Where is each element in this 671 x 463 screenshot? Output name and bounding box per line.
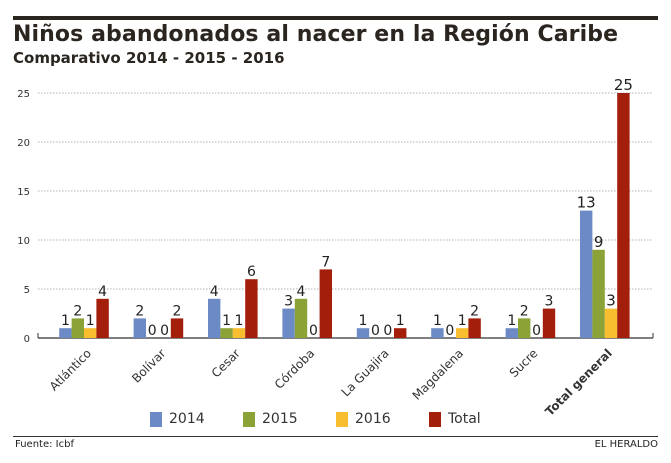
data-label: 9 — [594, 233, 604, 251]
x-tick-label: La Guajira — [339, 346, 392, 399]
bar-2014 — [133, 318, 146, 338]
bar-2014 — [59, 328, 72, 338]
y-tick-label: 20 — [17, 138, 30, 149]
legend-label: 2014 — [169, 411, 205, 427]
legend-swatch — [336, 411, 348, 427]
data-label: 2 — [73, 303, 82, 319]
data-label: 3 — [606, 292, 616, 310]
source-note: Fuente: Icbf — [15, 439, 74, 450]
data-label: 6 — [247, 264, 256, 280]
y-tick-label: 10 — [17, 236, 30, 247]
x-tick-label: Atlántico — [47, 346, 94, 393]
data-label: 0 — [532, 323, 541, 339]
data-label: 13 — [577, 194, 596, 212]
y-tick-label: 25 — [17, 89, 30, 100]
bar-2015 — [294, 298, 308, 338]
bar-2015 — [220, 328, 233, 338]
bar-total — [96, 298, 109, 338]
y-tick-label: 0 — [24, 334, 30, 345]
x-tick-label: Total general — [542, 346, 614, 418]
legend-label: 2016 — [355, 411, 391, 427]
legend-item: 2014 — [150, 411, 243, 427]
bar-total — [245, 279, 258, 338]
y-tick-label: 5 — [24, 285, 30, 296]
bar-2016 — [84, 328, 97, 338]
legend-item: Total — [429, 411, 522, 427]
data-label: 2 — [520, 303, 529, 319]
bar-total — [468, 318, 481, 338]
legend-swatch — [150, 411, 162, 427]
data-label: 1 — [396, 313, 405, 329]
x-tick-label: Magdalena — [410, 346, 467, 403]
x-tick-label: Cesar — [209, 346, 243, 380]
data-label: 4 — [98, 284, 107, 300]
data-label: 25 — [614, 76, 633, 94]
bar-2015 — [592, 249, 605, 338]
bar-2014 — [282, 308, 295, 338]
brand-label: EL HERALDO — [594, 439, 658, 450]
data-label: 1 — [433, 313, 442, 329]
chart-title: Niños abandonados al nacer en la Región … — [13, 22, 619, 47]
bar-total — [319, 269, 332, 338]
data-label: 1 — [61, 313, 70, 329]
legend-swatch — [429, 411, 441, 427]
data-label: 1 — [458, 313, 467, 329]
bar-2014 — [356, 328, 370, 338]
x-tick-label: Córdoba — [272, 346, 318, 392]
bar-2015 — [71, 318, 84, 338]
bar-2014 — [580, 210, 593, 338]
data-label: 0 — [148, 323, 157, 339]
legend: 2014 2015 2016 Total — [150, 411, 522, 427]
legend-item: 2015 — [243, 411, 336, 427]
bar-2015 — [518, 318, 531, 338]
data-label: 1 — [235, 313, 244, 329]
y-tick-label: 15 — [17, 187, 30, 198]
data-label: 2 — [470, 303, 479, 319]
data-label: 7 — [321, 254, 330, 270]
data-label: 0 — [309, 323, 318, 339]
data-label: 2 — [135, 303, 144, 319]
data-label: 1 — [222, 313, 231, 329]
top-rule — [13, 16, 658, 20]
x-tick-label: Sucre — [507, 346, 541, 380]
bar-2016 — [456, 328, 469, 338]
bar-total — [394, 328, 407, 338]
bar-total — [170, 318, 184, 338]
legend-label: Total — [448, 411, 481, 427]
data-label: 2 — [173, 303, 182, 319]
chart-subtitle: Comparativo 2014 - 2015 - 2016 — [13, 49, 285, 67]
bar-2016 — [604, 308, 618, 338]
footer-rule — [13, 436, 658, 437]
bar-2016 — [232, 328, 246, 338]
legend-swatch — [243, 411, 255, 427]
bar-2014 — [208, 298, 221, 338]
bar-2014 — [505, 328, 518, 338]
bar-total — [617, 93, 630, 338]
data-label: 3 — [545, 294, 554, 310]
data-label: 0 — [371, 323, 380, 339]
legend-label: 2015 — [262, 411, 298, 427]
bar-2014 — [431, 328, 444, 338]
data-label: 0 — [383, 323, 392, 339]
bar-total — [542, 308, 556, 338]
data-label: 4 — [210, 284, 219, 300]
x-tick-label: Bolívar — [129, 346, 168, 385]
legend-item: 2016 — [336, 411, 429, 427]
data-label: 1 — [86, 313, 95, 329]
data-label: 3 — [284, 294, 293, 310]
data-label: 0 — [160, 323, 169, 339]
data-label: 1 — [359, 313, 368, 329]
data-label: 4 — [297, 284, 306, 300]
data-label: 0 — [445, 323, 454, 339]
data-label: 1 — [507, 313, 516, 329]
